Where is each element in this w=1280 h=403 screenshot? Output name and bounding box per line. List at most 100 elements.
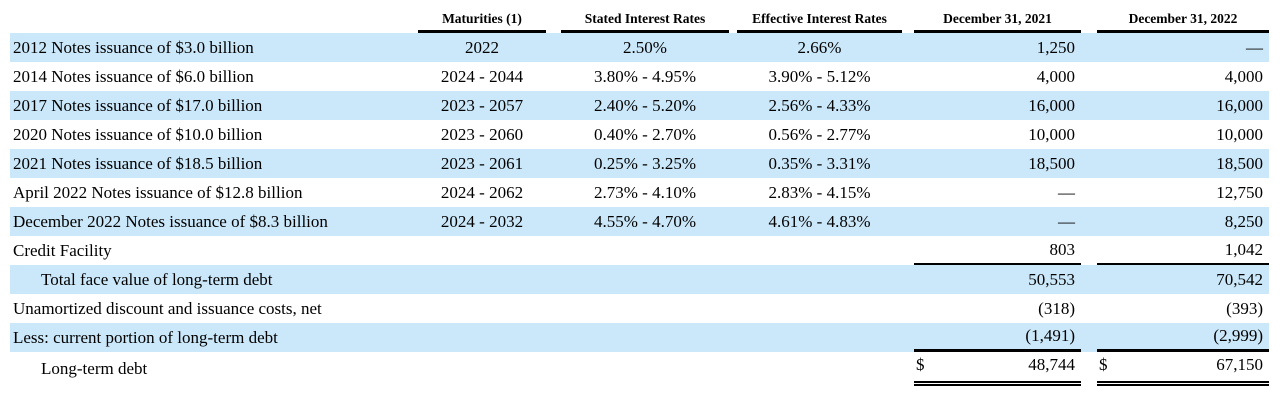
effective-rate-value: 4.61% - 4.83% — [768, 211, 871, 231]
amount-2021-cell: (318) — [914, 294, 1081, 323]
amount-2022-cell: $67,150 — [1097, 352, 1269, 386]
amount-value: (1,491) — [1025, 326, 1075, 345]
effective-rate-value: 0.56% - 2.77% — [768, 124, 871, 144]
row-label: Long-term debt — [41, 359, 148, 378]
maturities-value: 2024 - 2062 — [440, 182, 524, 202]
amount-value: 16,000 — [1028, 95, 1075, 115]
table-body: 2012 Notes issuance of $3.0 billion 2022 2… — [10, 33, 1269, 386]
amount-value: 4,000 — [1036, 66, 1075, 86]
amount-2021-cell: 1,250 — [914, 33, 1081, 62]
stated-rate-value: 3.80% - 4.95% — [594, 66, 696, 86]
amount-value: — — [1058, 211, 1075, 231]
table-row: Unamortized discount and issuance costs,… — [10, 294, 1269, 323]
column-header-december-31-2021: December 31, 2021 — [914, 11, 1081, 33]
amount-2022-cell: 16,000 — [1097, 91, 1269, 120]
effective-rate-value: 2.56% - 4.33% — [768, 95, 871, 115]
table-row: Credit Facility 803 1,042 — [10, 236, 1269, 265]
amount-2022-cell: 8,250 — [1097, 207, 1269, 236]
amount-value: 1,042 — [1224, 239, 1263, 259]
amount-value: — — [1058, 182, 1075, 202]
stated-rate-value: 4.55% - 4.70% — [594, 211, 696, 231]
amount-value: (393) — [1226, 298, 1263, 318]
effective-rate-value: 3.90% - 5.12% — [768, 66, 871, 86]
column-header-december-31-2022: December 31, 2022 — [1097, 11, 1269, 33]
effective-rate-value: 2.83% - 4.15% — [768, 182, 871, 202]
amount-2021-cell: (1,491) — [914, 323, 1081, 352]
stated-rate-value: 2.50% — [623, 37, 667, 57]
amount-2022-cell: (393) — [1097, 294, 1269, 323]
amount-value: 803 — [1049, 239, 1076, 259]
amount-2021-cell: — — [914, 207, 1081, 236]
amount-value: 70,542 — [1216, 269, 1263, 289]
amount-2021-cell: 10,000 — [914, 120, 1081, 149]
table-row: December 2022 Notes issuance of $8.3 bil… — [10, 207, 1269, 236]
row-label: Less: current portion of long-term debt — [13, 327, 278, 347]
column-header-empty — [10, 30, 418, 33]
row-label: April 2022 Notes issuance of $12.8 billi… — [13, 182, 303, 202]
table-header-row: Maturities (1) Stated Interest Rates Eff… — [10, 1, 1269, 33]
table-row: 2020 Notes issuance of $10.0 billion 2023… — [10, 120, 1269, 149]
row-label: Total face value of long-term debt — [41, 269, 273, 289]
amount-value: 18,500 — [1028, 153, 1075, 173]
maturities-value: 2022 — [465, 37, 499, 57]
table-row: 2012 Notes issuance of $3.0 billion 2022 2… — [10, 33, 1269, 62]
amount-2021-cell: 803 — [914, 236, 1081, 265]
amount-2022-cell: 10,000 — [1097, 120, 1269, 149]
amount-2021-cell: $48,744 — [914, 352, 1081, 386]
row-label: Unamortized discount and issuance costs,… — [13, 298, 322, 318]
stated-rate-value: 2.73% - 4.10% — [594, 182, 696, 202]
amount-2022-cell: 70,542 — [1097, 265, 1269, 294]
amount-2021-cell: 4,000 — [914, 62, 1081, 91]
maturities-value: 2024 - 2032 — [440, 211, 524, 231]
row-label: Credit Facility — [13, 240, 112, 260]
row-label: December 2022 Notes issuance of $8.3 bil… — [13, 211, 328, 231]
row-label: 2014 Notes issuance of $6.0 billion — [13, 66, 254, 86]
stated-rate-value: 0.40% - 2.70% — [594, 124, 696, 144]
amount-2021-cell: 16,000 — [914, 91, 1081, 120]
row-label: 2021 Notes issuance of $18.5 billion — [13, 153, 263, 173]
amount-value: 67,150 — [1216, 355, 1263, 374]
amount-value: 50,553 — [1028, 269, 1075, 289]
row-label: 2017 Notes issuance of $17.0 billion — [13, 95, 263, 115]
stated-rate-value: 2.40% - 5.20% — [594, 95, 696, 115]
amount-value: 10,000 — [1028, 124, 1075, 144]
maturities-value: 2023 - 2060 — [440, 124, 524, 144]
amount-2022-cell: 12,750 — [1097, 178, 1269, 207]
amount-value: 48,744 — [1028, 355, 1075, 374]
amount-2021-cell: 50,553 — [914, 265, 1081, 294]
table-row: 2014 Notes issuance of $6.0 billion 2024 … — [10, 62, 1269, 91]
amount-value: 16,000 — [1216, 95, 1263, 115]
amount-2022-cell: 1,042 — [1097, 236, 1269, 265]
table-row: April 2022 Notes issuance of $12.8 billi… — [10, 178, 1269, 207]
column-header-stated-interest-rates: Stated Interest Rates — [561, 11, 729, 33]
long-term-debt-table: Maturities (1) Stated Interest Rates Eff… — [10, 1, 1269, 386]
effective-rate-value: 0.35% - 3.31% — [768, 153, 871, 173]
maturities-value: 2024 - 2044 — [440, 66, 524, 86]
table-row: Total face value of long-term debt 50,553… — [10, 265, 1269, 294]
table-row: 2021 Notes issuance of $18.5 billion 2023… — [10, 149, 1269, 178]
amount-2022-cell: 4,000 — [1097, 62, 1269, 91]
column-header-maturities: Maturities (1) — [418, 11, 546, 33]
amount-2022-cell: 18,500 — [1097, 149, 1269, 178]
amount-value: — — [1246, 37, 1263, 57]
maturities-value: 2023 - 2057 — [440, 95, 524, 115]
amount-value: (318) — [1038, 298, 1075, 318]
row-label: 2012 Notes issuance of $3.0 billion — [13, 37, 254, 57]
amount-value: 10,000 — [1216, 124, 1263, 144]
table-row: 2017 Notes issuance of $17.0 billion 2023… — [10, 91, 1269, 120]
table-row: Less: current portion of long-term debt (… — [10, 323, 1269, 352]
dollar-sign: $ — [916, 355, 925, 374]
amount-2022-cell: (2,999) — [1097, 323, 1269, 352]
amount-2021-cell: — — [914, 178, 1081, 207]
amount-value: 18,500 — [1216, 153, 1263, 173]
amount-value: (2,999) — [1213, 326, 1263, 345]
amount-2022-cell: — — [1097, 33, 1269, 62]
amount-value: 12,750 — [1216, 182, 1263, 202]
amount-value: 8,250 — [1224, 211, 1263, 231]
effective-rate-value: 2.66% — [797, 37, 842, 57]
row-label: 2020 Notes issuance of $10.0 billion — [13, 124, 263, 144]
amount-2021-cell: 18,500 — [914, 149, 1081, 178]
amount-value: 1,250 — [1036, 37, 1075, 57]
maturities-value: 2023 - 2061 — [440, 153, 524, 173]
table-row: Long-term debt $48,744 $67,150 — [10, 352, 1269, 386]
